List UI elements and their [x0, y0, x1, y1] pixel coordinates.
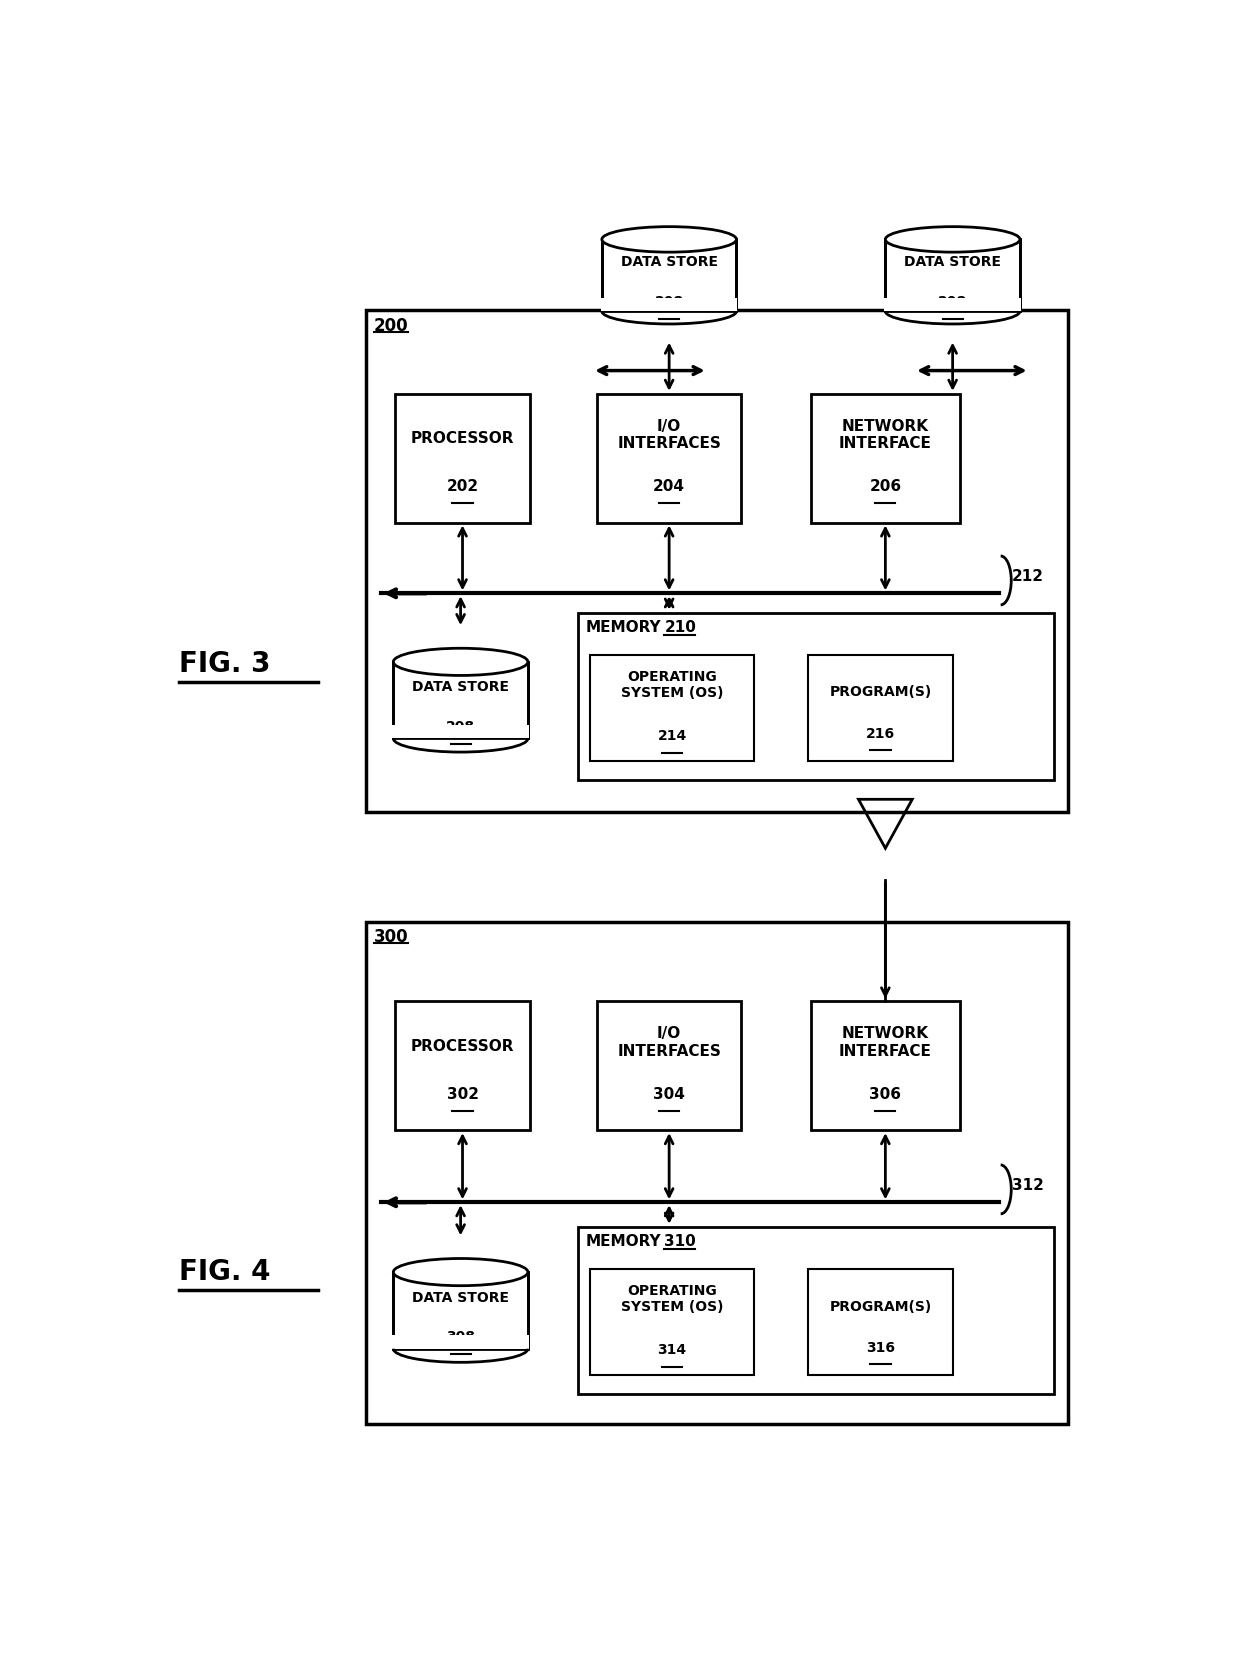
Bar	[885, 239, 1021, 311]
Text: I/O
INTERFACES: I/O INTERFACES	[618, 1027, 722, 1058]
Text: 216: 216	[866, 727, 895, 741]
Text: 302: 302	[446, 1087, 479, 1102]
Text: 212: 212	[1012, 568, 1044, 584]
Text: 310: 310	[665, 1234, 696, 1249]
Bar	[578, 1227, 1054, 1394]
Text: DATA STORE: DATA STORE	[412, 1291, 510, 1304]
Text: 204: 204	[653, 478, 686, 493]
Ellipse shape	[393, 649, 528, 675]
Text: 316: 316	[866, 1341, 895, 1354]
Bar	[811, 395, 960, 522]
Text: DATA STORE: DATA STORE	[621, 256, 718, 269]
Bar	[392, 1336, 528, 1349]
Text: 306: 306	[869, 1087, 901, 1102]
Text: OPERATING
SYSTEM (OS): OPERATING SYSTEM (OS)	[621, 1284, 723, 1314]
Bar	[367, 309, 1068, 813]
Text: FIG. 4: FIG. 4	[179, 1257, 270, 1286]
Text: PROGRAM(S): PROGRAM(S)	[830, 1299, 931, 1314]
Text: MEMORY: MEMORY	[585, 620, 661, 635]
Text: 200: 200	[374, 316, 409, 334]
Text: 300: 300	[374, 928, 409, 946]
Ellipse shape	[601, 227, 737, 252]
Text: 312: 312	[1012, 1179, 1044, 1194]
Text: 210: 210	[665, 620, 696, 635]
Bar	[884, 299, 1021, 311]
Bar	[590, 655, 754, 761]
Text: 208: 208	[446, 721, 475, 734]
Text: 208: 208	[939, 296, 967, 309]
Bar	[392, 726, 528, 739]
Text: DATA STORE: DATA STORE	[412, 681, 510, 694]
Text: 308: 308	[446, 1331, 475, 1344]
Text: PROCESSOR: PROCESSOR	[410, 431, 515, 446]
Text: 214: 214	[657, 729, 687, 744]
Bar	[578, 612, 1054, 779]
Bar	[811, 1002, 960, 1130]
Bar	[393, 662, 528, 739]
Ellipse shape	[885, 227, 1019, 252]
Bar	[596, 1002, 742, 1130]
Bar	[808, 655, 952, 761]
Bar	[396, 1002, 529, 1130]
Text: DATA STORE: DATA STORE	[904, 256, 1001, 269]
Text: 304: 304	[653, 1087, 684, 1102]
Bar	[601, 299, 738, 311]
Text: 208: 208	[655, 296, 683, 309]
Text: PROCESSOR: PROCESSOR	[410, 1038, 515, 1053]
Text: PROGRAM(S): PROGRAM(S)	[830, 686, 931, 699]
Text: OPERATING
SYSTEM (OS): OPERATING SYSTEM (OS)	[621, 669, 723, 701]
Text: NETWORK
INTERFACE: NETWORK INTERFACE	[839, 418, 931, 451]
Text: MEMORY: MEMORY	[585, 1234, 661, 1249]
Text: 314: 314	[657, 1343, 687, 1358]
Bar	[601, 239, 737, 311]
Bar	[596, 395, 742, 522]
Text: 202: 202	[446, 478, 479, 493]
Bar	[590, 1269, 754, 1374]
Text: 206: 206	[869, 478, 901, 493]
Text: FIG. 3: FIG. 3	[179, 650, 270, 679]
Bar	[367, 921, 1068, 1425]
Text: I/O
INTERFACES: I/O INTERFACES	[618, 418, 722, 451]
Text: NETWORK
INTERFACE: NETWORK INTERFACE	[839, 1027, 931, 1058]
Bar	[393, 1272, 528, 1349]
Bar	[396, 395, 529, 522]
Bar	[808, 1269, 952, 1374]
Ellipse shape	[393, 1259, 528, 1286]
